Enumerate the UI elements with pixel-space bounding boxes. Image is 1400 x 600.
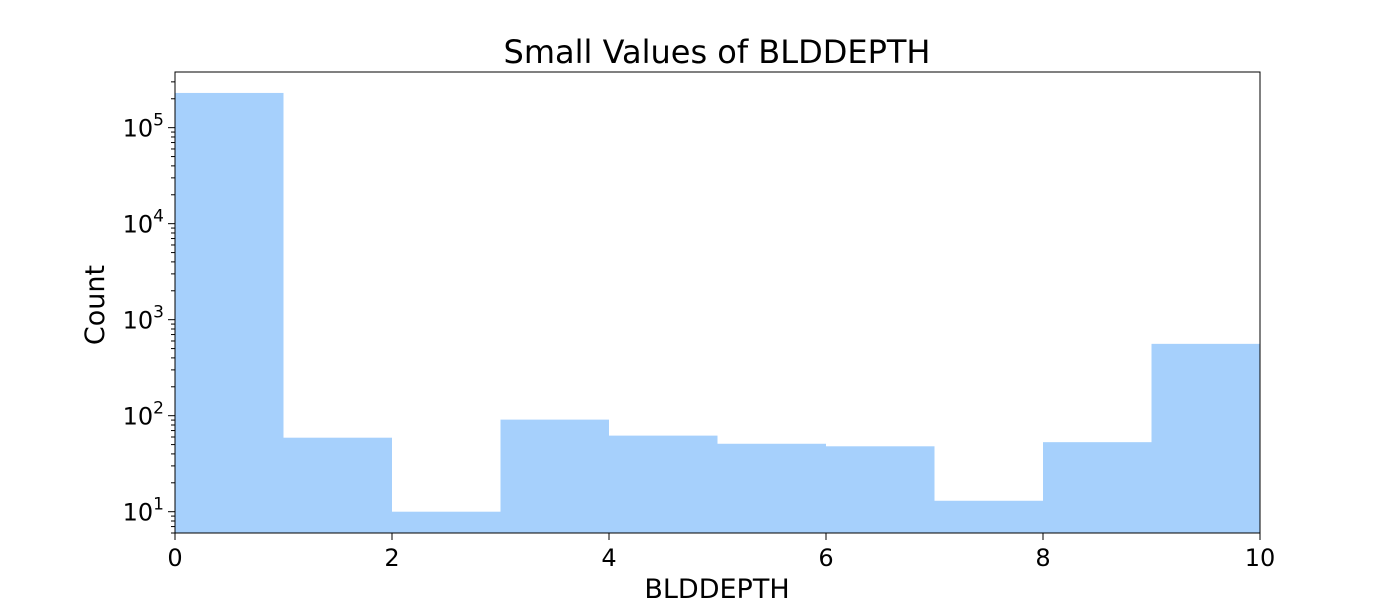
x-tick-label: 10 [1245,544,1276,572]
histogram-bar-3 [500,419,609,533]
x-tick-label: 0 [167,544,182,572]
x-axis-ticks: 0 2 4 6 8 10 [167,533,1275,572]
y-axis-label: Count [80,265,111,345]
histogram-bar-8 [1043,442,1152,533]
chart-title: Small Values of BLDDEPTH [504,33,931,71]
histogram-bar-9 [1151,343,1260,533]
y-tick-label: 104 [123,207,164,239]
y-axis-ticks: 101 102 103 104 105 [123,81,175,534]
y-tick-label: 105 [123,111,164,143]
x-tick-label: 4 [601,544,616,572]
x-axis-label: BLDDEPTH [644,574,789,600]
histogram-bar-6 [826,446,935,533]
histogram-bar-2 [392,511,501,533]
bars-group [175,92,1260,534]
histogram-bar-1 [283,437,392,533]
x-tick-label: 2 [384,544,399,572]
y-tick-label: 101 [123,495,164,527]
x-tick-label: 8 [1035,544,1050,572]
histogram-bar-5 [717,443,826,533]
y-tick-label: 102 [123,399,164,431]
plot-frame [174,71,1261,534]
x-tick-label: 6 [818,544,833,572]
histogram-bar-7 [934,500,1043,533]
y-tick-label: 103 [123,303,164,335]
histogram-bar-0 [175,92,284,534]
histogram-bar-4 [609,435,718,533]
